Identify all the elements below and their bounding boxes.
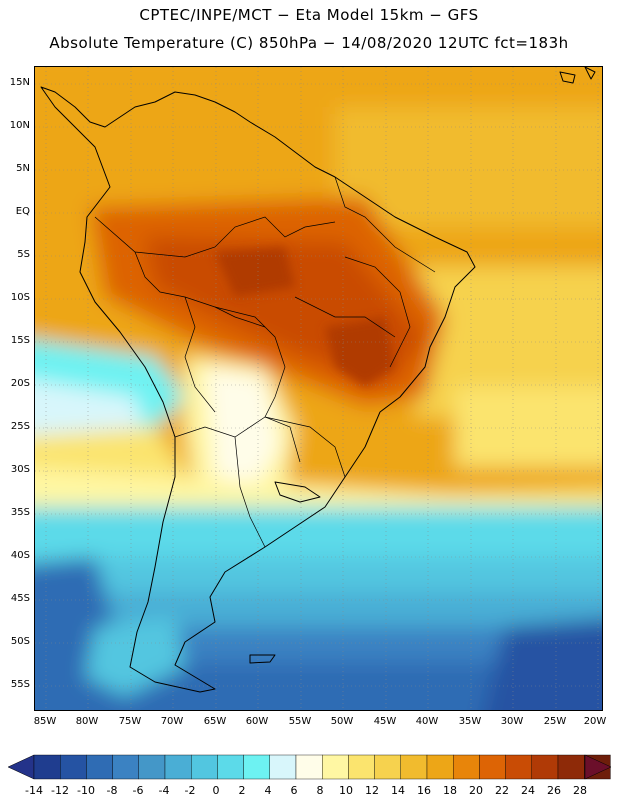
lon-label: 25W: [543, 716, 567, 727]
country-borders: [94, 176, 436, 548]
temperature-field: [35, 67, 602, 710]
colorbar-cell: [164, 754, 192, 780]
lon-label: 60W: [245, 716, 269, 727]
lon-label: 70W: [160, 716, 184, 727]
colorbar-cell: [190, 754, 218, 780]
colorbar-cell: [217, 754, 244, 780]
lat-label: 30S: [10, 464, 30, 475]
colorbar-label: 6: [290, 784, 298, 797]
lon-label: 75W: [118, 716, 142, 727]
colorbar-label: 24: [521, 784, 535, 797]
colorbar-cell: [60, 754, 87, 780]
colorbar-cell: [112, 754, 139, 780]
colorbar-cell: [531, 754, 559, 780]
colorbar-label: 2: [238, 784, 246, 797]
lat-label: 25S: [10, 421, 30, 432]
lon-label: 30W: [500, 716, 524, 727]
colorbar-under-triangle: [7, 754, 35, 780]
colorbar-label: 22: [495, 784, 509, 797]
colorbar-label: 16: [417, 784, 431, 797]
colorbar-label: 26: [547, 784, 561, 797]
colorbar-label: -14: [25, 784, 43, 797]
lat-label: 5S: [17, 249, 30, 260]
graticule: [35, 67, 602, 710]
colorbar-label: -8: [106, 784, 118, 797]
colorbar-label: 8: [316, 784, 324, 797]
colorbar-label: 10: [339, 784, 353, 797]
map-title-line1: CPTEC/INPE/MCT − Eta Model 15km − GFS: [139, 6, 479, 24]
colorbar-cell: [557, 754, 585, 780]
colorbar-cell: [348, 754, 375, 780]
colorbar-cell: [295, 754, 323, 780]
lat-label: 40S: [10, 550, 30, 561]
lon-label: 45W: [373, 716, 397, 727]
lon-label: 55W: [288, 716, 312, 727]
colorbar-label: 20: [469, 784, 483, 797]
lat-label: 55S: [10, 679, 30, 690]
lat-label: EQ: [15, 206, 30, 217]
lat-label: 45S: [10, 593, 30, 604]
lat-label: 15N: [9, 77, 30, 88]
colorbar-label: -12: [51, 784, 69, 797]
colorbar-cell: [426, 754, 454, 780]
lon-label: 35W: [458, 716, 482, 727]
colorbar-label: -4: [158, 784, 170, 797]
colorbar-label: -10: [77, 784, 95, 797]
colorbar-cell: [374, 754, 402, 780]
colorbar-cell: [505, 754, 533, 780]
map-canvas: [35, 67, 602, 710]
lon-label: 65W: [203, 716, 227, 727]
lat-label: 10S: [10, 292, 30, 303]
lon-label: 50W: [330, 716, 354, 727]
map-title-line2: Absolute Temperature (C) 850hPa − 14/08/…: [49, 34, 569, 52]
colorbar-label: -2: [184, 784, 196, 797]
colorbar-cell: [453, 754, 480, 780]
colorbar-cell: [400, 754, 428, 780]
colorbar-cell: [33, 754, 61, 780]
colorbar-cell: [479, 754, 506, 780]
colorbar-label: 4: [264, 784, 272, 797]
lat-label: 20S: [10, 378, 30, 389]
lon-label: 85W: [33, 716, 57, 727]
temperature-map: [34, 66, 603, 711]
coastlines: [40, 67, 596, 693]
colorbar-cell: [243, 754, 271, 780]
colorbar-label: 14: [391, 784, 405, 797]
lon-label: 80W: [75, 716, 99, 727]
lat-label: 10N: [9, 120, 30, 131]
colorbar-cell: [138, 754, 166, 780]
lon-label: 40W: [415, 716, 439, 727]
colorbar-label: -6: [132, 784, 144, 797]
lat-label: 50S: [10, 636, 30, 647]
colorbar-cell: [322, 754, 349, 780]
lon-label: 20W: [583, 716, 607, 727]
colorbar-label: 18: [443, 784, 457, 797]
colorbar-label: 12: [365, 784, 379, 797]
colorbar: [7, 754, 612, 780]
colorbar-over-triangle: [584, 754, 612, 780]
colorbar-label: 0: [212, 784, 220, 797]
colorbar-cell: [269, 754, 297, 780]
colorbar-cell: [86, 754, 113, 780]
colorbar-label: 28: [573, 784, 587, 797]
lat-label: 15S: [10, 335, 30, 346]
lat-label: 5N: [16, 163, 30, 174]
lat-label: 35S: [10, 507, 30, 518]
